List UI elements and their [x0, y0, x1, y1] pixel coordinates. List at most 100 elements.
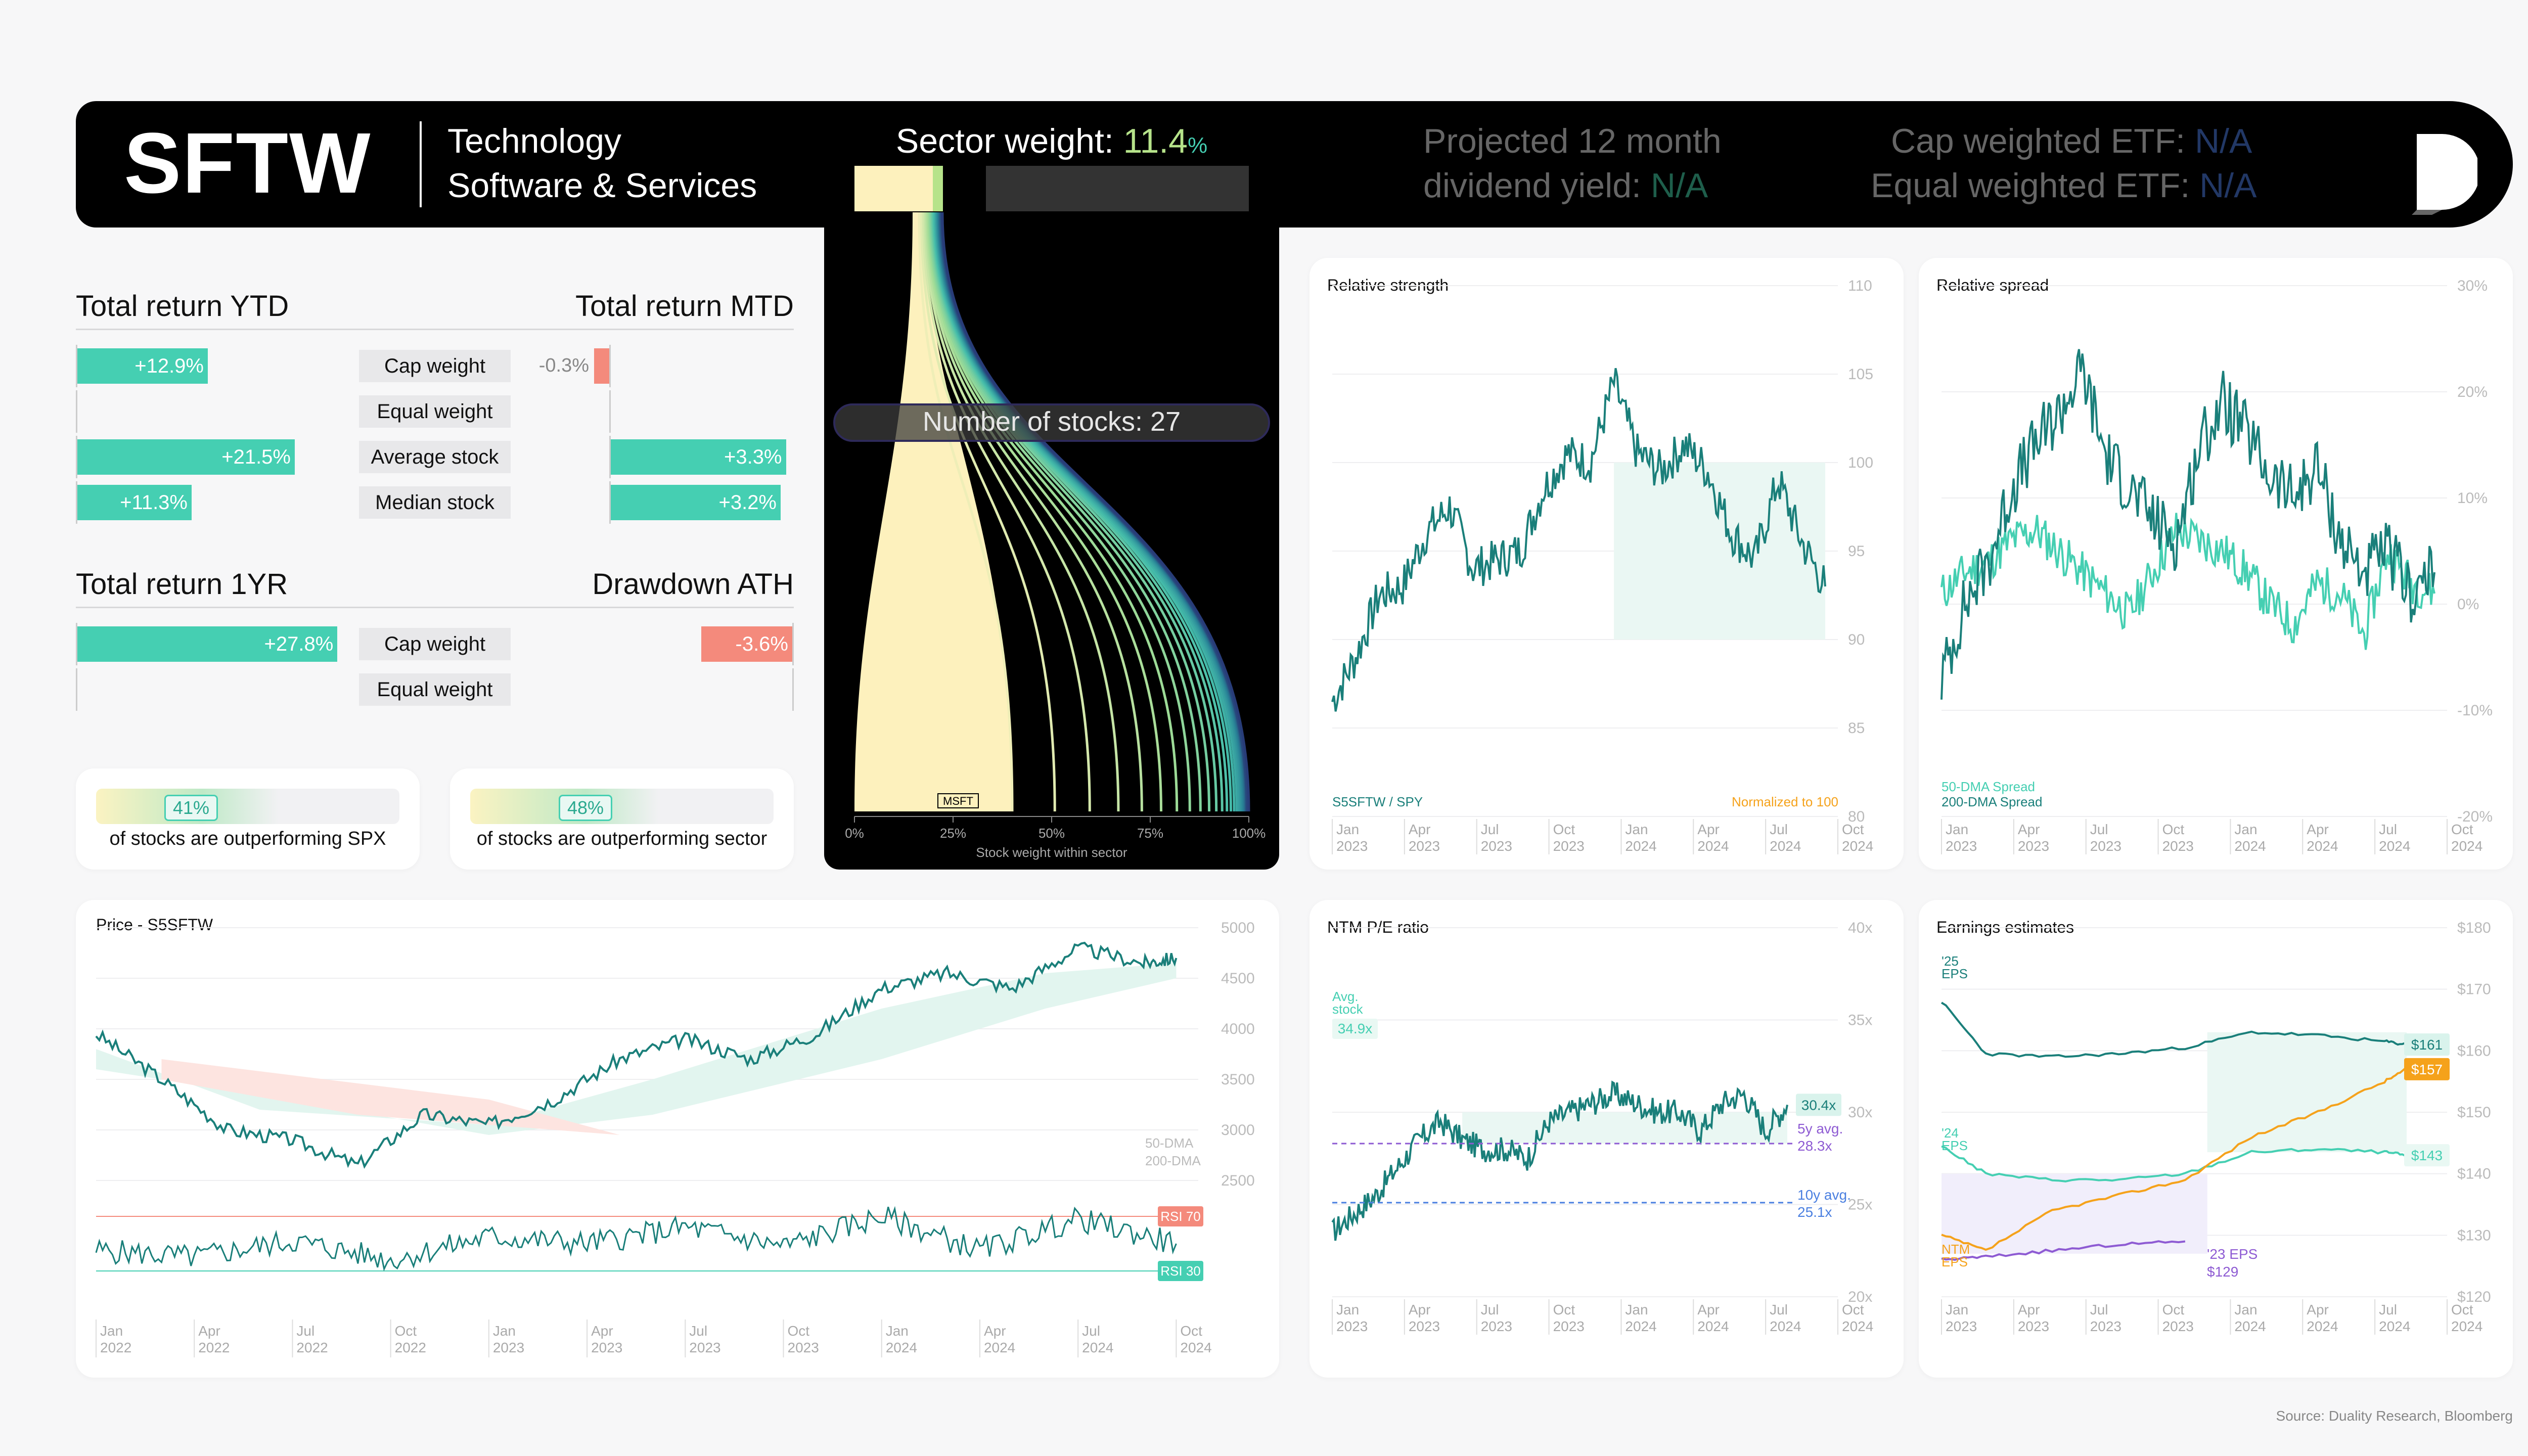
row-label: Median stock: [359, 486, 511, 519]
y-tick-label: 105: [1848, 366, 1873, 383]
stock-flow-line: [922, 212, 1091, 812]
ticker-symbol: SFTW: [124, 115, 372, 211]
cap-etf: Cap weighted ETF: N/A: [1891, 122, 2252, 160]
y-tick-label: 85: [1848, 720, 1865, 737]
x-tick-label: 2023: [1409, 1318, 1440, 1334]
y-tick-label: -10%: [2457, 702, 2493, 719]
row-label: Cap weight: [359, 628, 511, 660]
x-tick-label: Jan: [493, 1323, 516, 1339]
avg10y-value: 25.1x: [1797, 1204, 1832, 1220]
x-tick-label: 50%: [1039, 826, 1065, 841]
y-tick-label: 10%: [2457, 490, 2488, 507]
rs-line: [1331, 368, 1826, 712]
shaded-region: [1942, 1173, 2207, 1254]
x-tick-label: 2024: [1180, 1340, 1211, 1355]
x-tick-label: Jan: [1625, 822, 1648, 837]
x-tick-label: 2024: [1770, 1318, 1801, 1334]
x-tick-label: 75%: [1137, 826, 1163, 841]
y-tick-label: 40x: [1848, 920, 1872, 936]
x-tick-label: Jan: [1625, 1302, 1648, 1317]
eps24-value: $143: [2411, 1148, 2443, 1163]
x-tick-label: 2024: [1770, 838, 1801, 854]
x-tick-label: Oct: [2451, 822, 2473, 837]
x-tick-label: 2024: [2307, 1318, 2338, 1334]
x-tick-label: Oct: [1842, 822, 1864, 837]
x-tick-label: 2022: [296, 1340, 328, 1355]
y-tick-label: 3500: [1221, 1071, 1255, 1088]
ytd-bar: +12.9%: [77, 348, 208, 384]
y-tick-label: $140: [2457, 1166, 2491, 1182]
avg5y-value: 28.3x: [1797, 1138, 1832, 1154]
breadth-gauge-sector: [470, 789, 774, 824]
y-tick-label: 0%: [2457, 596, 2479, 613]
dividend-label-2: dividend yield: N/A: [1423, 166, 1708, 205]
ntm-value: $157: [2411, 1062, 2443, 1077]
ntm-label: NTM: [1942, 1242, 1970, 1257]
x-tick-label: Apr: [1697, 822, 1720, 837]
stock-flow-line: [927, 212, 1179, 812]
ath-axis: [792, 623, 794, 665]
ytd-axis: [76, 390, 77, 433]
x-tick-label: 2023: [1553, 1318, 1585, 1334]
price-line: [95, 941, 1178, 1169]
x-tick-label: Apr: [2307, 822, 2329, 837]
y-tick-label: 20%: [2457, 384, 2488, 400]
ytd-axis: [76, 481, 77, 524]
eps24-label: EPS: [1942, 1138, 1968, 1153]
y-tick-label: 110: [1848, 278, 1872, 294]
rsi-line: [95, 1206, 1177, 1271]
row-label: Average stock: [359, 441, 511, 473]
x-tick-label: Apr: [198, 1323, 220, 1339]
x-tick-label: 2024: [1625, 1318, 1656, 1334]
eps24-label: '24: [1942, 1125, 1959, 1141]
sector-name: Technology: [447, 122, 622, 160]
y-tick-label: $180: [2457, 920, 2491, 936]
spread-line: [1940, 513, 2435, 650]
stock-flow-line: [920, 212, 1056, 812]
row-label: Cap weight: [359, 350, 511, 382]
stock-flow-line: [918, 212, 1014, 812]
x-tick-label: Jul: [1481, 1302, 1499, 1317]
x-tick-label: 2023: [689, 1340, 720, 1355]
x-tick-label: 2024: [1082, 1340, 1113, 1355]
oneyr-axis: [76, 668, 77, 711]
x-tick-label: Jul: [689, 1323, 707, 1339]
y-tick-label: 25x: [1848, 1197, 1872, 1213]
msft-area: [854, 212, 1012, 811]
x-tick-label: 2024: [2234, 838, 2266, 854]
x-tick-label: 2022: [395, 1340, 426, 1355]
x-tick-label: Oct: [2162, 1302, 2185, 1317]
relative-spread-chart: Relative spread 30%20%10%0%-10%-20%Jan202…: [1936, 276, 2493, 854]
eps-line: [1941, 1240, 2186, 1261]
y-tick-label: $160: [2457, 1042, 2491, 1059]
breadth-value-spx: 41%: [164, 795, 218, 821]
x-tick-label: Jan: [2234, 1302, 2257, 1317]
x-tick-label: Jul: [296, 1323, 314, 1339]
x-tick-label: 2023: [1946, 1318, 1977, 1334]
rsi70-tag: [1158, 1206, 1203, 1226]
x-tick-label: 2023: [2090, 1318, 2121, 1334]
y-tick-label: 4000: [1221, 1021, 1255, 1037]
y-tick-label: 80: [1848, 808, 1865, 825]
dma-band-red: [161, 1059, 620, 1135]
oneyr-rule: [76, 607, 794, 608]
eps25-value: $161: [2411, 1037, 2443, 1053]
x-tick-label: 2024: [2307, 838, 2338, 854]
oneyr-title: Total return 1YR: [76, 568, 288, 601]
series-label: 200-DMA Spread: [1942, 794, 2042, 809]
x-tick-label: Jan: [2234, 822, 2257, 837]
x-tick-label: Apr: [1409, 1302, 1431, 1317]
stock-flow-line: [941, 212, 1250, 812]
shaded-region: [1462, 1112, 1787, 1144]
relative-strength-chart: Relative strength 11010510095908580Jan202…: [1327, 276, 1873, 854]
x-tick-label: 2023: [1481, 1318, 1512, 1334]
y-tick-label: 100: [1848, 454, 1873, 471]
x-tick-label: 2024: [2451, 1318, 2482, 1334]
stock-flow-line: [925, 212, 1143, 812]
y-tick-label: 30%: [2457, 278, 2488, 294]
eps-line: [1940, 1002, 2407, 1058]
x-tick-label: 2023: [2090, 838, 2121, 854]
x-tick-label: Jul: [1082, 1323, 1100, 1339]
pe-chart: NTM P/E ratio 40x35x30x25x20xJan2023Apr20…: [1327, 918, 1873, 1335]
avg10y-label: 10y avg.: [1797, 1187, 1851, 1203]
